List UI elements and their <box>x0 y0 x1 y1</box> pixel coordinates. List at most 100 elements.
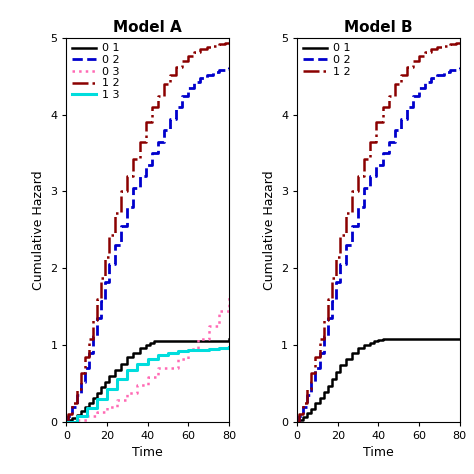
1 2 <box>210 43 216 48</box>
0 3 <box>216 308 222 313</box>
0 2 <box>64 419 69 425</box>
1 3 <box>226 345 232 350</box>
1 2 <box>317 336 322 342</box>
Y-axis label: Cumulative Hazard: Cumulative Hazard <box>263 170 275 290</box>
1 2 <box>313 354 319 359</box>
1 2 <box>106 232 112 238</box>
0 1 <box>65 418 71 423</box>
1 2 <box>428 46 434 52</box>
Line: 0 1: 0 1 <box>297 339 460 422</box>
0 1 <box>301 414 306 420</box>
0 1 <box>98 384 104 390</box>
0 2 <box>102 279 108 285</box>
1 2 <box>78 371 83 376</box>
1 3 <box>135 361 140 366</box>
0 2 <box>191 80 197 85</box>
0 2 <box>367 173 373 179</box>
0 1 <box>376 337 382 343</box>
1 3 <box>155 352 161 358</box>
1 2 <box>155 93 161 99</box>
0 3 <box>114 398 120 403</box>
1 2 <box>198 46 203 52</box>
0 1 <box>226 336 232 342</box>
1 2 <box>137 139 142 145</box>
0 2 <box>185 85 191 91</box>
1 2 <box>404 64 410 70</box>
0 1 <box>333 369 338 375</box>
1 2 <box>98 275 104 281</box>
0 2 <box>404 104 410 110</box>
0 2 <box>374 162 379 167</box>
1 2 <box>356 173 361 179</box>
1 2 <box>179 58 185 64</box>
0 1 <box>147 340 153 346</box>
1 2 <box>118 189 124 194</box>
0 3 <box>175 356 181 362</box>
1 2 <box>349 189 355 194</box>
1 2 <box>362 156 367 162</box>
0 1 <box>90 395 96 401</box>
1 2 <box>222 40 228 46</box>
1 3 <box>84 405 90 411</box>
0 1 <box>118 361 124 366</box>
0 1 <box>356 345 361 351</box>
1 3 <box>73 413 79 419</box>
1 2 <box>173 64 179 70</box>
0 1 <box>321 389 327 395</box>
0 2 <box>441 70 447 75</box>
1 2 <box>73 386 79 392</box>
0 2 <box>333 279 338 285</box>
0 2 <box>155 139 161 145</box>
0 2 <box>317 350 322 356</box>
1 2 <box>422 49 428 55</box>
Line: 1 3: 1 3 <box>66 347 229 422</box>
1 3 <box>206 346 211 352</box>
0 2 <box>453 66 458 72</box>
1 2 <box>216 41 222 47</box>
0 1 <box>73 412 79 418</box>
1 2 <box>204 44 210 50</box>
1 2 <box>125 173 130 179</box>
1 2 <box>447 41 453 47</box>
1 2 <box>65 411 71 417</box>
1 2 <box>70 400 75 406</box>
0 1 <box>343 356 349 362</box>
1 2 <box>367 139 373 145</box>
0 2 <box>321 333 327 339</box>
0 2 <box>137 173 142 179</box>
0 2 <box>70 404 75 410</box>
1 2 <box>167 72 173 78</box>
0 1 <box>64 419 69 425</box>
0 1 <box>94 390 100 395</box>
0 2 <box>65 413 71 419</box>
0 3 <box>94 409 100 415</box>
Line: 1 2: 1 2 <box>66 43 229 422</box>
Line: 0 2: 0 2 <box>297 67 460 422</box>
0 1 <box>106 373 112 379</box>
0 2 <box>98 298 104 303</box>
1 2 <box>86 336 91 342</box>
0 2 <box>173 104 179 110</box>
1 2 <box>294 419 300 425</box>
1 2 <box>161 81 167 87</box>
0 3 <box>145 374 150 379</box>
1 2 <box>304 386 310 392</box>
0 1 <box>337 362 343 368</box>
1 2 <box>90 317 96 323</box>
0 2 <box>106 261 112 266</box>
0 3 <box>196 336 201 342</box>
1 2 <box>191 49 197 55</box>
1 2 <box>143 119 148 125</box>
0 2 <box>435 72 440 78</box>
0 2 <box>410 93 416 99</box>
0 2 <box>356 204 361 210</box>
0 1 <box>130 350 136 356</box>
1 2 <box>64 419 69 425</box>
1 2 <box>374 119 379 125</box>
0 3 <box>206 323 211 329</box>
0 2 <box>447 67 453 73</box>
0 2 <box>329 298 335 303</box>
0 2 <box>362 185 367 191</box>
0 3 <box>135 382 140 388</box>
1 2 <box>386 93 392 99</box>
